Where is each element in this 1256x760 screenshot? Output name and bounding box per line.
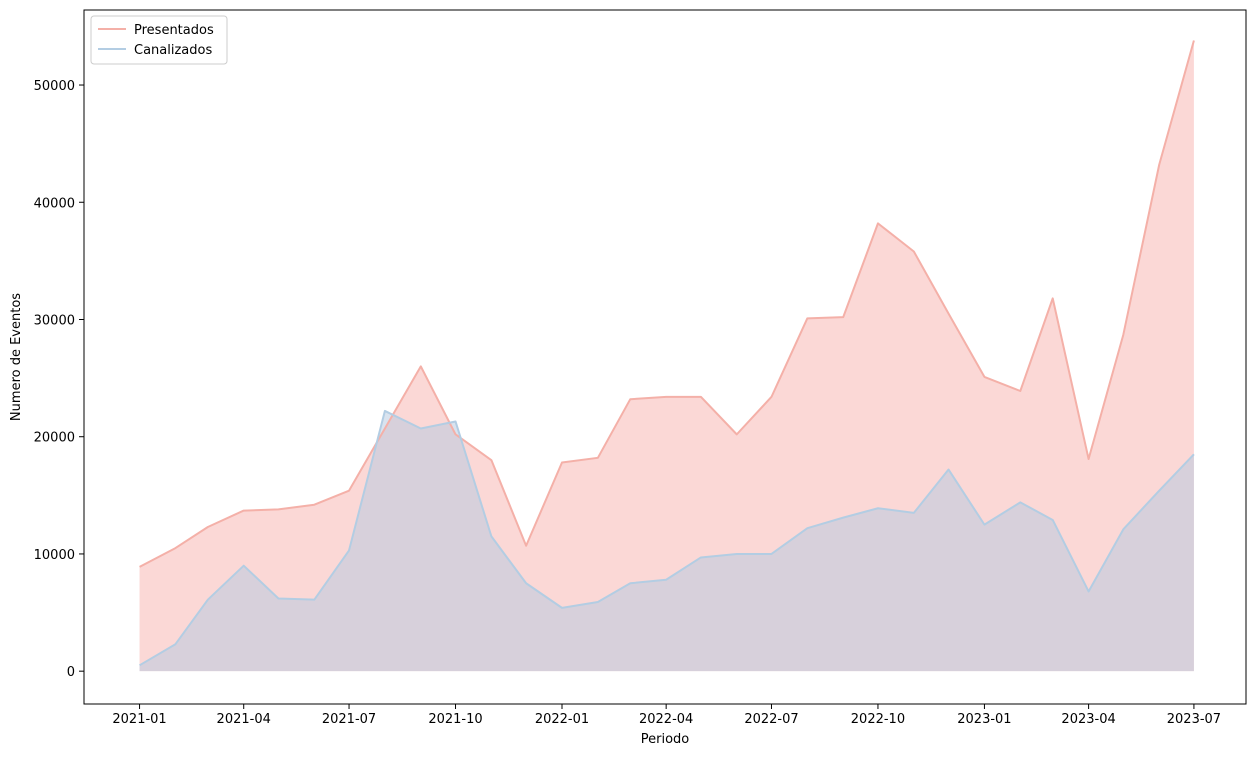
x-tick-label: 2021-07 xyxy=(322,712,376,727)
plot-frame xyxy=(83,9,1247,705)
y-tick-label: 10000 xyxy=(34,548,75,563)
legend-label-canalizados: Canalizados xyxy=(134,43,212,58)
series-lines xyxy=(139,40,1195,667)
legend-label-presentados: Presentados xyxy=(134,23,214,38)
x-tick-label: 2021-01 xyxy=(112,712,166,727)
area-canalizados xyxy=(139,410,1194,672)
x-tick-label: 2022-07 xyxy=(744,712,798,727)
y-tick-label: 40000 xyxy=(34,196,75,211)
x-tick-label: 2021-10 xyxy=(428,712,482,727)
x-tick-label: 2021-04 xyxy=(217,712,271,727)
y-tick-label: 50000 xyxy=(34,79,75,94)
x-axis-label: Periodo xyxy=(641,732,690,747)
x-tick-label: 2022-10 xyxy=(851,712,905,727)
y-tick-label: 0 xyxy=(67,665,75,680)
legend: Presentados Canalizados xyxy=(90,15,228,65)
line-presentados xyxy=(139,40,1195,568)
x-tick-label: 2023-07 xyxy=(1167,712,1221,727)
x-tick-label: 2022-01 xyxy=(535,712,589,727)
y-tick-label: 30000 xyxy=(34,313,75,328)
line-canalizados xyxy=(139,409,1195,667)
x-axis-ticks: 2021-01 2021-04 2021-07 2021-10 2022-01 2022-… xyxy=(112,704,1221,727)
y-tick-label: 20000 xyxy=(34,431,75,446)
x-tick-label: 2023-01 xyxy=(957,712,1011,727)
y-axis-ticks: 0 10000 20000 30000 40000 50000 xyxy=(34,79,84,680)
series-areas xyxy=(139,40,1194,672)
x-tick-label: 2023-04 xyxy=(1061,712,1115,727)
x-tick-label: 2022-04 xyxy=(639,712,693,727)
y-axis-label: Numero de Eventos xyxy=(9,293,24,421)
